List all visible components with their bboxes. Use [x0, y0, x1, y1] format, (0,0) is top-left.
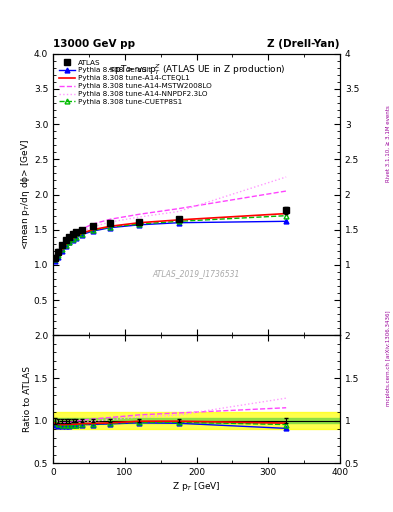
Legend: ATLAS, Pythia 8.308 default, Pythia 8.308 tune-A14-CTEQL1, Pythia 8.308 tune-A14: ATLAS, Pythia 8.308 default, Pythia 8.30… [57, 57, 213, 107]
Text: <pT> vs p$^Z_T$ (ATLAS UE in Z production): <pT> vs p$^Z_T$ (ATLAS UE in Z productio… [107, 62, 286, 77]
X-axis label: Z p$_T$ [GeV]: Z p$_T$ [GeV] [172, 480, 221, 493]
Y-axis label: <mean p$_T$/dη dϕ> [GeV]: <mean p$_T$/dη dϕ> [GeV] [19, 139, 33, 250]
Text: mcplots.cern.ch [arXiv:1306.3436]: mcplots.cern.ch [arXiv:1306.3436] [386, 311, 391, 406]
Bar [53, 412, 340, 429]
Bar [53, 418, 340, 423]
Y-axis label: Ratio to ATLAS: Ratio to ATLAS [24, 367, 33, 432]
Text: Rivet 3.1.10, ≥ 3.1M events: Rivet 3.1.10, ≥ 3.1M events [386, 105, 391, 182]
Text: 13000 GeV pp: 13000 GeV pp [53, 38, 135, 49]
Text: ATLAS_2019_I1736531: ATLAS_2019_I1736531 [153, 269, 240, 278]
Text: Z (Drell-Yan): Z (Drell-Yan) [268, 38, 340, 49]
